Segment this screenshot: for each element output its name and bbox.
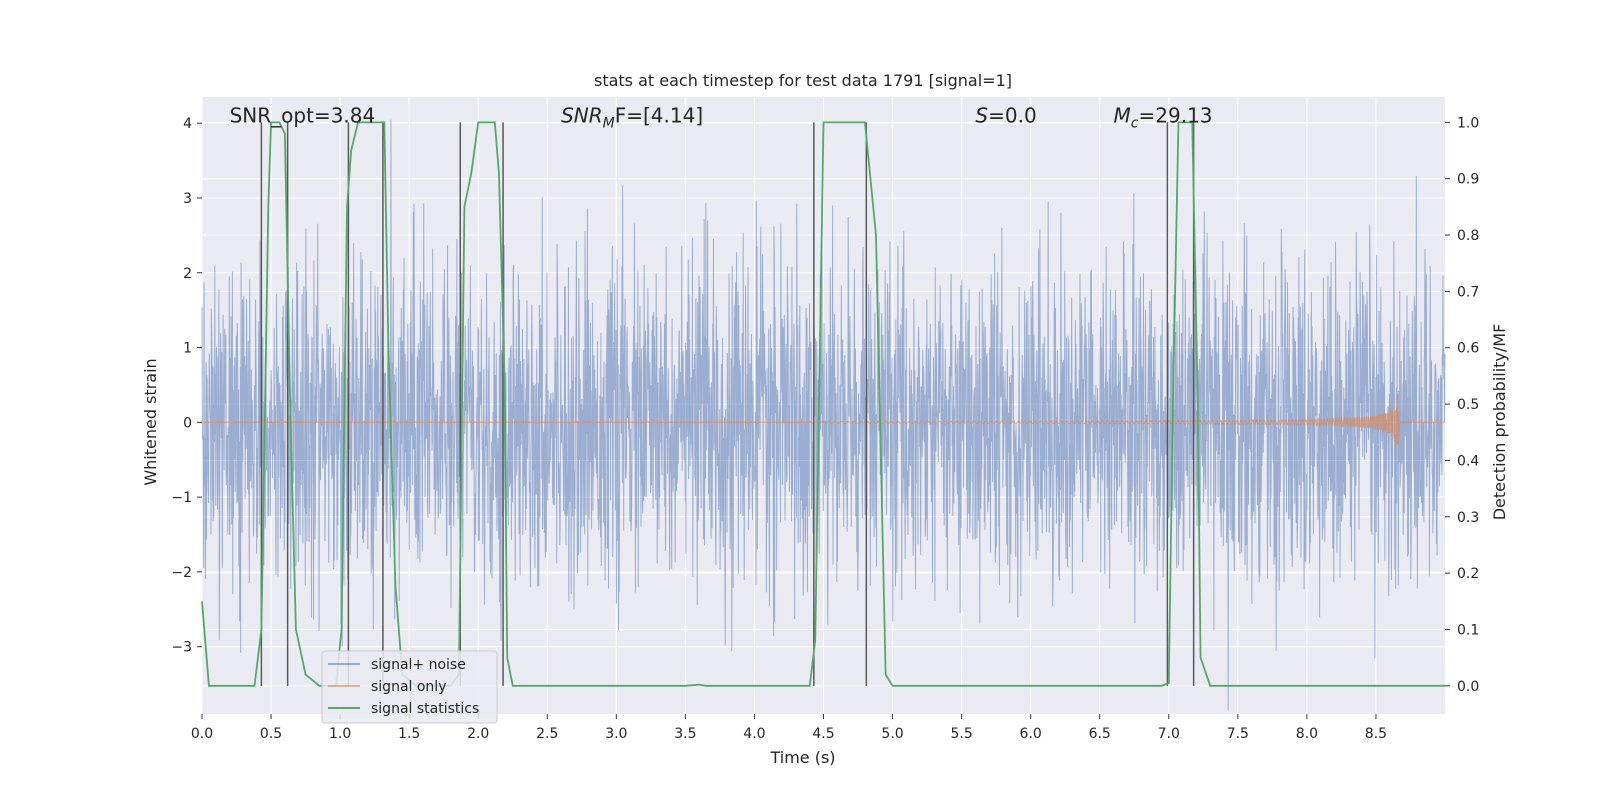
x-tick-label: 7.0 [1158, 726, 1180, 742]
x-tick-label: 3.0 [605, 726, 627, 742]
chart-title: stats at each timestep for test data 179… [594, 71, 1012, 90]
x-tick-label: 6.0 [1020, 726, 1042, 742]
y-tick-label: −1 [171, 490, 192, 506]
y-tick-label: 2 [183, 266, 192, 282]
y-axis-label: Whitened strain [141, 358, 160, 485]
x-tick-label: 0.5 [260, 726, 282, 742]
y-ticks: 4 3 2 1 0 −1 −2 −3 [171, 116, 202, 656]
legend-label-signal-noise: signal+ noise [371, 657, 466, 673]
x-ticks: 0.0 0.5 1.0 1.5 2.0 2.5 3.0 3.5 4.0 4.5 5.0 5.5 6.0 6… [191, 714, 1387, 742]
legend-box [321, 650, 498, 724]
x-axis-label: Time (s) [769, 748, 835, 767]
y2-tick-label: 0.4 [1457, 453, 1479, 469]
signal-statistics-line [201, 121, 1445, 687]
x-tick-label: 4.0 [743, 726, 765, 742]
x-tick-label: 2.5 [536, 726, 558, 742]
x-tick-label: 2.0 [467, 726, 489, 742]
annotation-text: S=0.0 [975, 104, 1036, 128]
signal-statistics-series [201, 121, 1445, 687]
y-tick-label: 4 [183, 116, 192, 132]
y-tick-label: −2 [171, 565, 192, 581]
y2-tick-label: 0.3 [1457, 510, 1479, 526]
x-tick-label: 8.0 [1296, 726, 1318, 742]
legend-label-signal-only: signal only [371, 679, 446, 695]
x-tick-label: 5.5 [950, 726, 972, 742]
x-tick-label: 0.0 [191, 726, 213, 742]
y2-tick-label: 0.1 [1457, 622, 1479, 638]
y2-ticks: 1.0 0.9 0.8 0.7 0.6 0.5 0.4 0.3 0.2 0.1 0.0 [1445, 115, 1479, 695]
x-tick-label: 7.5 [1227, 726, 1249, 742]
signal-noise-series [201, 119, 1446, 711]
y2-axis-label: Detection probability/MF [1490, 324, 1509, 521]
x-tick-label: 1.5 [398, 726, 420, 742]
y2-tick-label: 0.0 [1457, 679, 1479, 695]
x-tick-label: 6.5 [1089, 726, 1111, 742]
x-tick-label: 8.5 [1365, 726, 1387, 742]
y2-tick-label: 0.8 [1457, 228, 1479, 244]
y-tick-label: 0 [183, 415, 192, 431]
legend-label-signal-statistics: signal statistics [371, 701, 479, 717]
x-tick-label: 5.0 [881, 726, 903, 742]
annotation-text: SNR_opt=3.84 [230, 104, 376, 128]
annotation-text: SNRMF=[4.14] [561, 104, 703, 132]
y-tick-label: −3 [171, 640, 192, 656]
y-tick-label: 3 [183, 191, 192, 207]
legend: signal+ noise signal only signal statist… [321, 650, 498, 724]
y2-tick-label: 0.2 [1457, 566, 1479, 582]
signal-only-series [202, 394, 1445, 445]
annotations: SNR_opt=3.84 SNRMF=[4.14] S=0.0 Mc=29.13 [230, 104, 1213, 132]
y2-tick-label: 0.7 [1457, 284, 1479, 300]
x-tick-label: 4.5 [812, 726, 834, 742]
y-tick-label: 1 [183, 341, 192, 357]
y2-tick-label: 0.9 [1457, 172, 1479, 188]
y2-tick-label: 0.5 [1457, 397, 1479, 413]
signal-only-line [202, 394, 1445, 445]
x-tick-label: 1.0 [329, 726, 351, 742]
signal-noise-line [201, 119, 1446, 711]
annotation-text: Mc=29.13 [1114, 104, 1213, 132]
x-tick-label: 3.5 [674, 726, 696, 742]
y2-tick-label: 0.6 [1457, 341, 1479, 357]
y2-tick-label: 1.0 [1457, 115, 1479, 131]
